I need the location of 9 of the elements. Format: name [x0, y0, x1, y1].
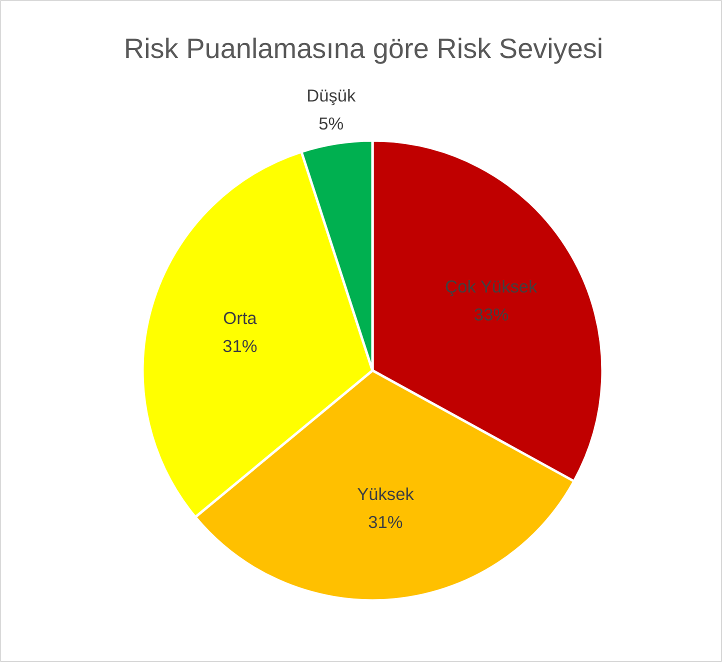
- slice-label: Yüksek: [357, 484, 414, 504]
- data-label: 31%: [222, 336, 258, 356]
- chart-title: Risk Puanlamasına göre Risk Seviyesi: [124, 33, 604, 64]
- data-label: 5%: [318, 113, 344, 134]
- slice-label: Düşük: [306, 85, 356, 106]
- data-label: 33%: [474, 304, 509, 324]
- slice-label: Orta: [223, 308, 258, 328]
- data-label: 31%: [368, 512, 403, 532]
- slice-label: Çok Yüksek: [445, 276, 538, 296]
